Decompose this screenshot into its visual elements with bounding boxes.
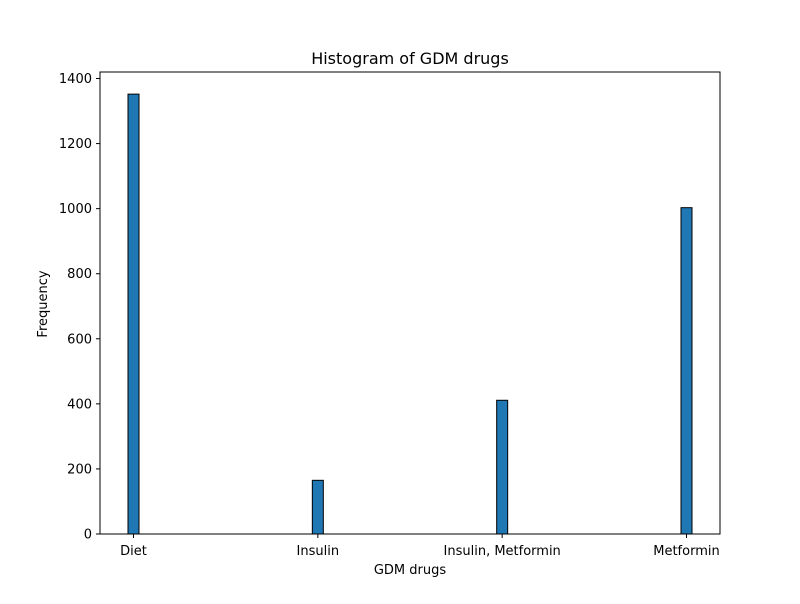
y-tick-label: 1000 <box>59 202 92 217</box>
y-tick-label: 200 <box>67 462 92 477</box>
bar <box>496 399 509 535</box>
y-tick-label: 800 <box>67 267 92 282</box>
chart-title: Histogram of GDM drugs <box>311 49 509 68</box>
y-tick-label: 1200 <box>59 137 92 152</box>
y-tick-label: 0 <box>84 528 92 543</box>
y-tick-label: 600 <box>67 332 92 347</box>
bar <box>127 93 140 535</box>
y-tick-label: 1400 <box>59 72 92 87</box>
plot-area: 0 200 400 600 800 1000 1200 1400 Diet Insulin Insu… <box>59 71 721 559</box>
y-tick-label: 400 <box>67 397 92 412</box>
x-tick-label: Diet <box>120 544 147 559</box>
x-axis-label: GDM drugs <box>374 563 447 578</box>
x-tick-label: Metformin <box>653 544 719 559</box>
bar <box>680 207 693 535</box>
bar <box>311 479 324 535</box>
y-axis-label: Frequency <box>36 270 51 337</box>
x-tick-label: Insulin, Metformin <box>444 544 561 559</box>
plot-frame <box>99 71 721 535</box>
x-tick-label: Insulin <box>297 544 340 559</box>
